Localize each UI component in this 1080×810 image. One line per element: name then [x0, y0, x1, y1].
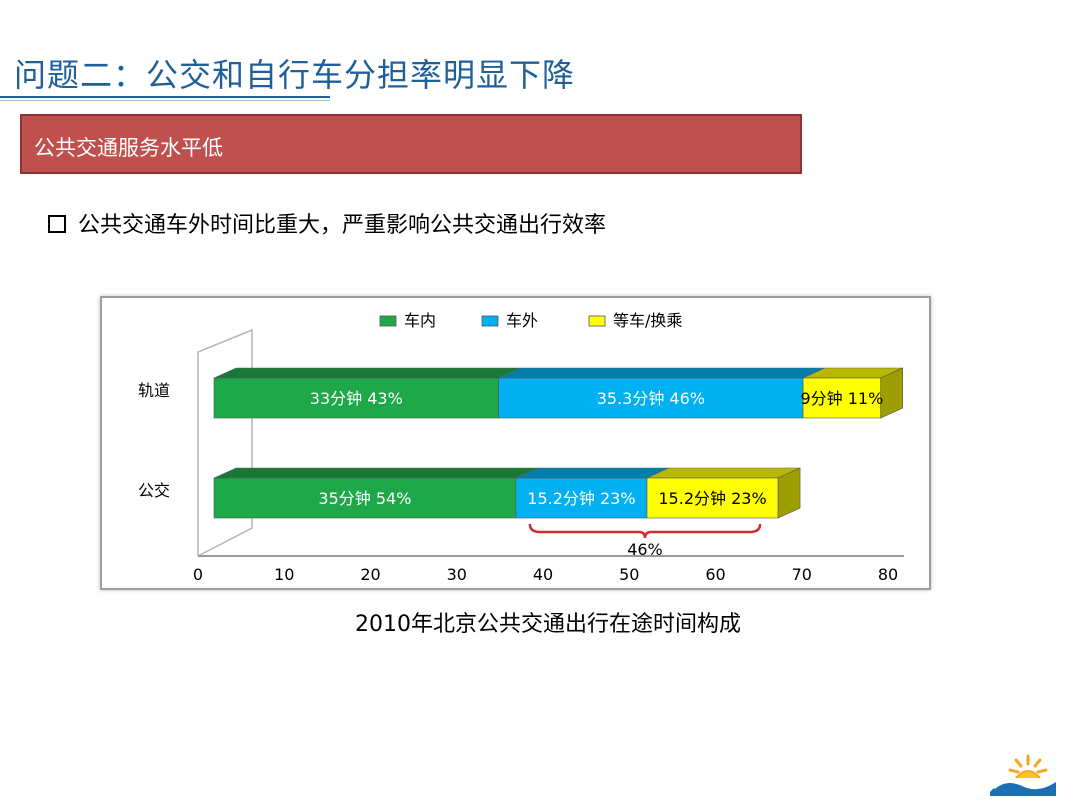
- data-label-0-0: 33分钟 43%: [310, 389, 403, 408]
- legend-swatch-2: [588, 315, 606, 327]
- x-tick-label-1: 10: [274, 565, 294, 584]
- bar-top-0-1: [498, 367, 826, 379]
- bar-top-1-2: [646, 467, 801, 479]
- bar-side-0: [880, 367, 904, 419]
- data-label-1-0: 35分钟 54%: [318, 489, 411, 508]
- square-bullet-icon: [48, 215, 66, 233]
- title-underline: [0, 96, 330, 98]
- chart-caption: 2010年北京公共交通出行在途时间构成: [355, 612, 741, 637]
- bar-0-2: [802, 377, 882, 419]
- legend-label-1: 车外: [506, 311, 538, 330]
- category-label-0: 轨道: [138, 381, 170, 400]
- annotation-bracket: [528, 523, 762, 539]
- x-tick-label-8: 80: [878, 565, 898, 584]
- x-tick-label-5: 50: [619, 565, 639, 584]
- bar-0-0: [213, 377, 499, 419]
- data-label-1-2: 15.2分钟 23%: [658, 489, 766, 508]
- title-underline-shadow: [0, 100, 330, 101]
- bar-top-1-1: [515, 467, 670, 479]
- x-tick-label-4: 40: [533, 565, 553, 584]
- section-label: 公共交通服务水平低: [34, 136, 223, 160]
- data-label-0-1: 35.3分钟 46%: [597, 389, 705, 408]
- legend-label-2: 等车/换乘: [613, 311, 682, 330]
- sun-wave-logo-icon: [990, 754, 1056, 796]
- slide-title: 问题二：公交和自行车分担率明显下降: [14, 56, 576, 94]
- bar-0-1: [498, 377, 804, 419]
- section-banner: 公共交通服务水平低: [20, 114, 802, 174]
- bar-top-0-0: [213, 367, 521, 379]
- legend-label-0: 车内: [404, 311, 436, 330]
- x-tick-label-6: 60: [705, 565, 725, 584]
- bar-1-2: [646, 477, 779, 519]
- x-tick-label-3: 30: [447, 565, 467, 584]
- chart-frame: 车内 车外 等车/换乘轨道 33分钟 43% 35.3分钟 46% 9分钟 11% 公交 35…: [100, 296, 931, 590]
- legend-swatch-0: [379, 315, 397, 327]
- chart-side-wall: [197, 328, 253, 557]
- legend-swatch-1: [481, 315, 499, 327]
- bar-top-1-0: [213, 467, 538, 479]
- bar-side-1: [777, 467, 801, 519]
- category-label-1: 公交: [138, 481, 170, 500]
- annotation-label: 46%: [627, 540, 663, 559]
- x-tick-label-0: 0: [193, 565, 203, 584]
- x-tick-label-7: 70: [792, 565, 812, 584]
- x-tick-label-2: 20: [360, 565, 380, 584]
- bar-1-1: [515, 477, 648, 519]
- bullet-text: 公共交通车外时间比重大，严重影响公共交通出行效率: [78, 213, 607, 238]
- data-label-0-2: 9分钟 11%: [800, 389, 883, 408]
- data-label-1-1: 15.2分钟 23%: [527, 489, 635, 508]
- bullet-item: 公共交通车外时间比重大，严重影响公共交通出行效率: [48, 207, 606, 239]
